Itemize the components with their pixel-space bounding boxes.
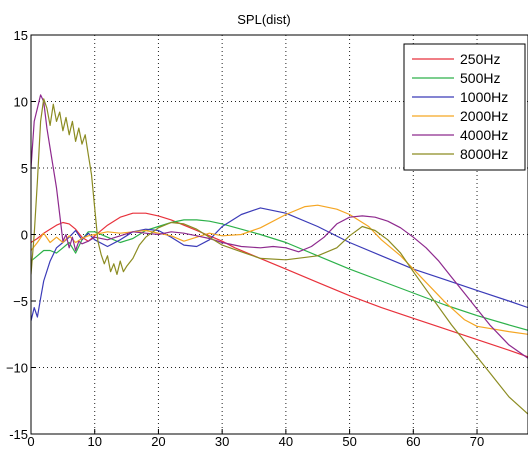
series-line-500Hz — [31, 219, 528, 331]
legend-label: 1000Hz — [460, 89, 508, 105]
x-tick-label: 40 — [279, 434, 293, 449]
y-tick-label: −5 — [13, 294, 28, 309]
y-tick-labels: -15 −10 −5 0 5 10 15 — [6, 28, 28, 442]
series-line-4000Hz — [31, 94, 528, 359]
y-tick-label: 10 — [14, 95, 28, 110]
y-tick-label: -15 — [9, 427, 28, 442]
y-tick-label: −10 — [6, 361, 28, 376]
y-tick-label: 0 — [21, 228, 28, 243]
y-tick-label: 15 — [14, 28, 28, 43]
legend: 250Hz 500Hz 1000Hz 2000Hz 4000Hz 8000Hz — [403, 43, 526, 171]
axis-ticks — [30, 34, 478, 435]
x-tick-label: 60 — [406, 434, 420, 449]
legend-label: 250Hz — [460, 51, 500, 67]
x-tick-label: 30 — [215, 434, 229, 449]
x-tick-labels: 0 10 20 30 40 50 60 70 — [27, 434, 484, 449]
legend-label: 4000Hz — [460, 127, 508, 143]
grid-lines — [31, 35, 528, 434]
series-line-250Hz — [31, 212, 528, 358]
x-tick-label: 10 — [87, 434, 101, 449]
y-tick-label: 5 — [21, 161, 28, 176]
x-tick-label: 0 — [27, 434, 34, 449]
series-line-2000Hz — [31, 204, 528, 335]
legend-label: 8000Hz — [460, 146, 508, 162]
series-line-1000Hz — [31, 207, 528, 322]
x-tick-label: 50 — [342, 434, 356, 449]
series-line-8000Hz — [31, 98, 528, 415]
x-tick-label: 70 — [470, 434, 484, 449]
legend-box — [403, 43, 526, 171]
legend-label: 2000Hz — [460, 108, 508, 124]
plot-area — [31, 94, 528, 415]
chart-title: SPL(dist) — [237, 12, 290, 27]
legend-label: 500Hz — [460, 70, 500, 86]
x-tick-label: 20 — [151, 434, 165, 449]
